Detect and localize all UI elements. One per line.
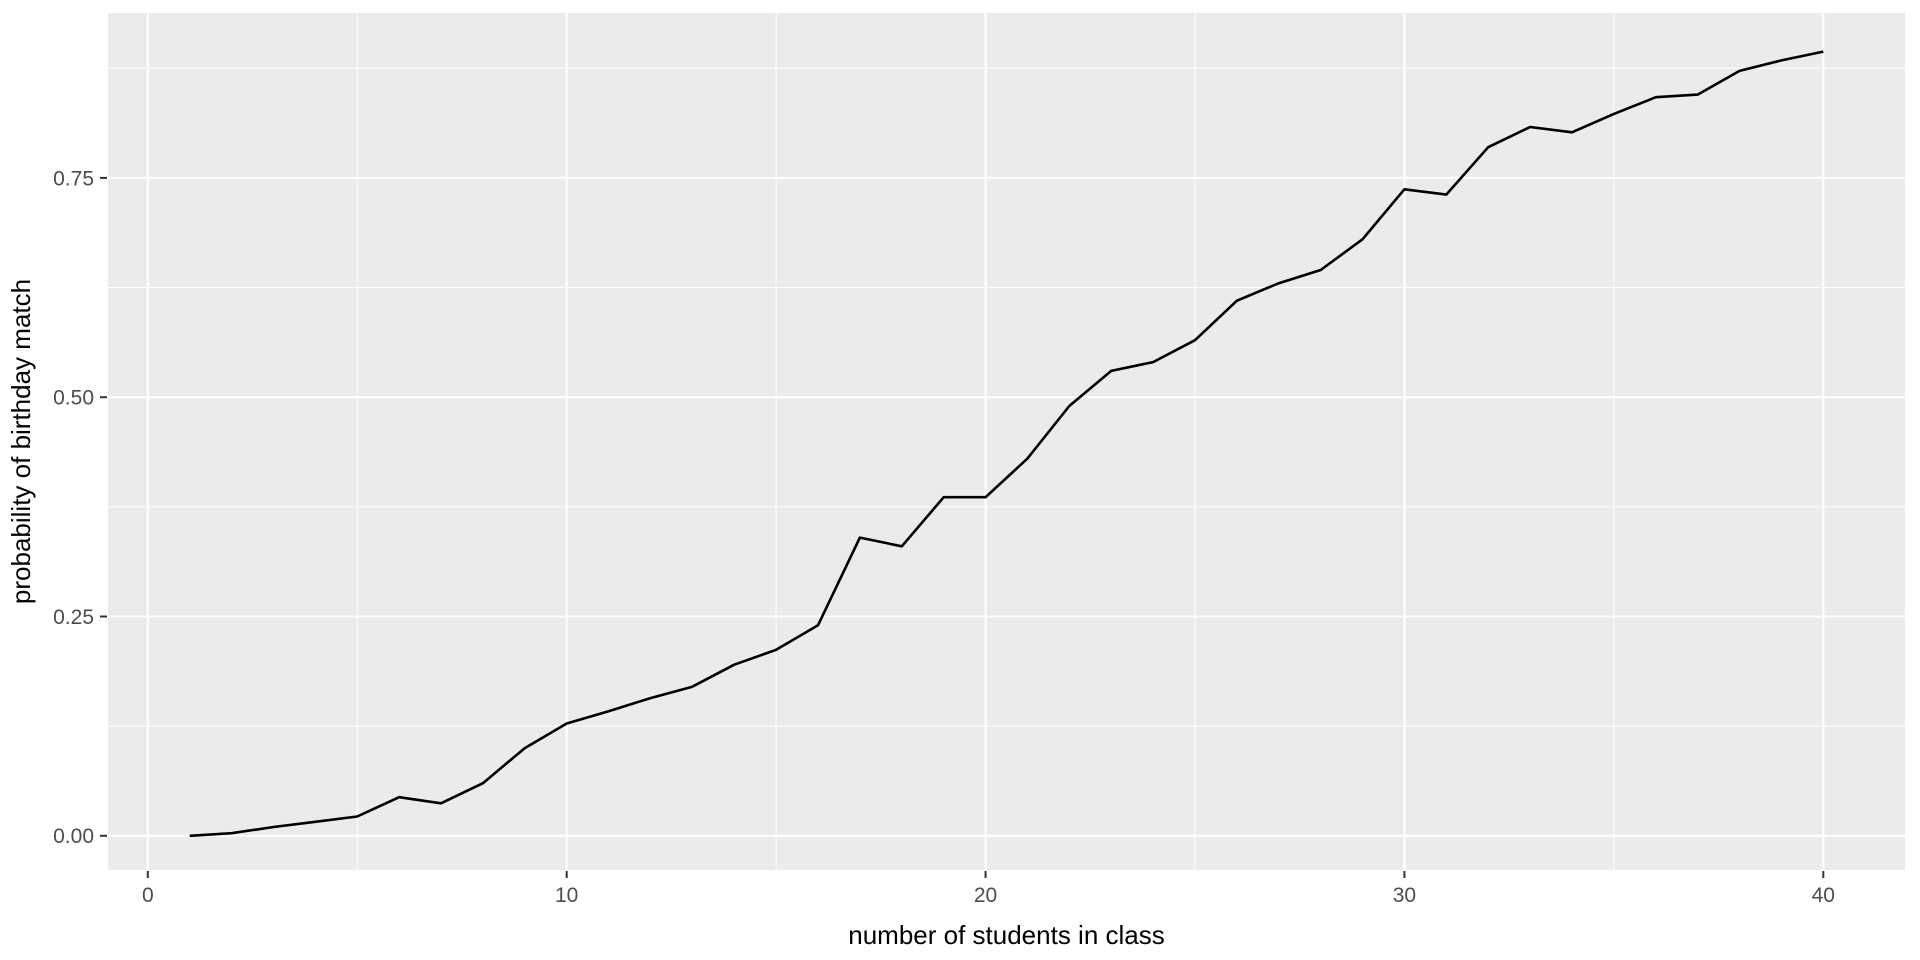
x-tick-label: 0: [142, 884, 154, 907]
x-tick-label: 20: [974, 884, 997, 907]
x-tick-label: 40: [1812, 884, 1835, 907]
x-axis-tick-labels: 0 10 20 30 40: [142, 884, 1835, 907]
y-tick-label: 0.50: [53, 387, 94, 410]
probability-line-series: [189, 50, 1824, 838]
x-tick-label: 30: [1393, 884, 1416, 907]
axis-tick-marks: [100, 176, 1825, 878]
plot-panel: [108, 13, 1905, 870]
y-tick-label: 0.00: [53, 825, 94, 848]
x-axis-title: number of students in class: [848, 920, 1165, 950]
major-gridlines: [108, 13, 1905, 870]
y-axis-tick-labels: 0.00 0.25 0.50 0.75: [53, 167, 94, 848]
minor-gridlines: [108, 13, 1905, 870]
y-tick-label: 0.25: [53, 606, 94, 629]
x-tick-label: 10: [555, 884, 578, 907]
y-axis-title: probability of birthday match: [6, 279, 36, 604]
y-tick-label: 0.75: [53, 167, 94, 190]
